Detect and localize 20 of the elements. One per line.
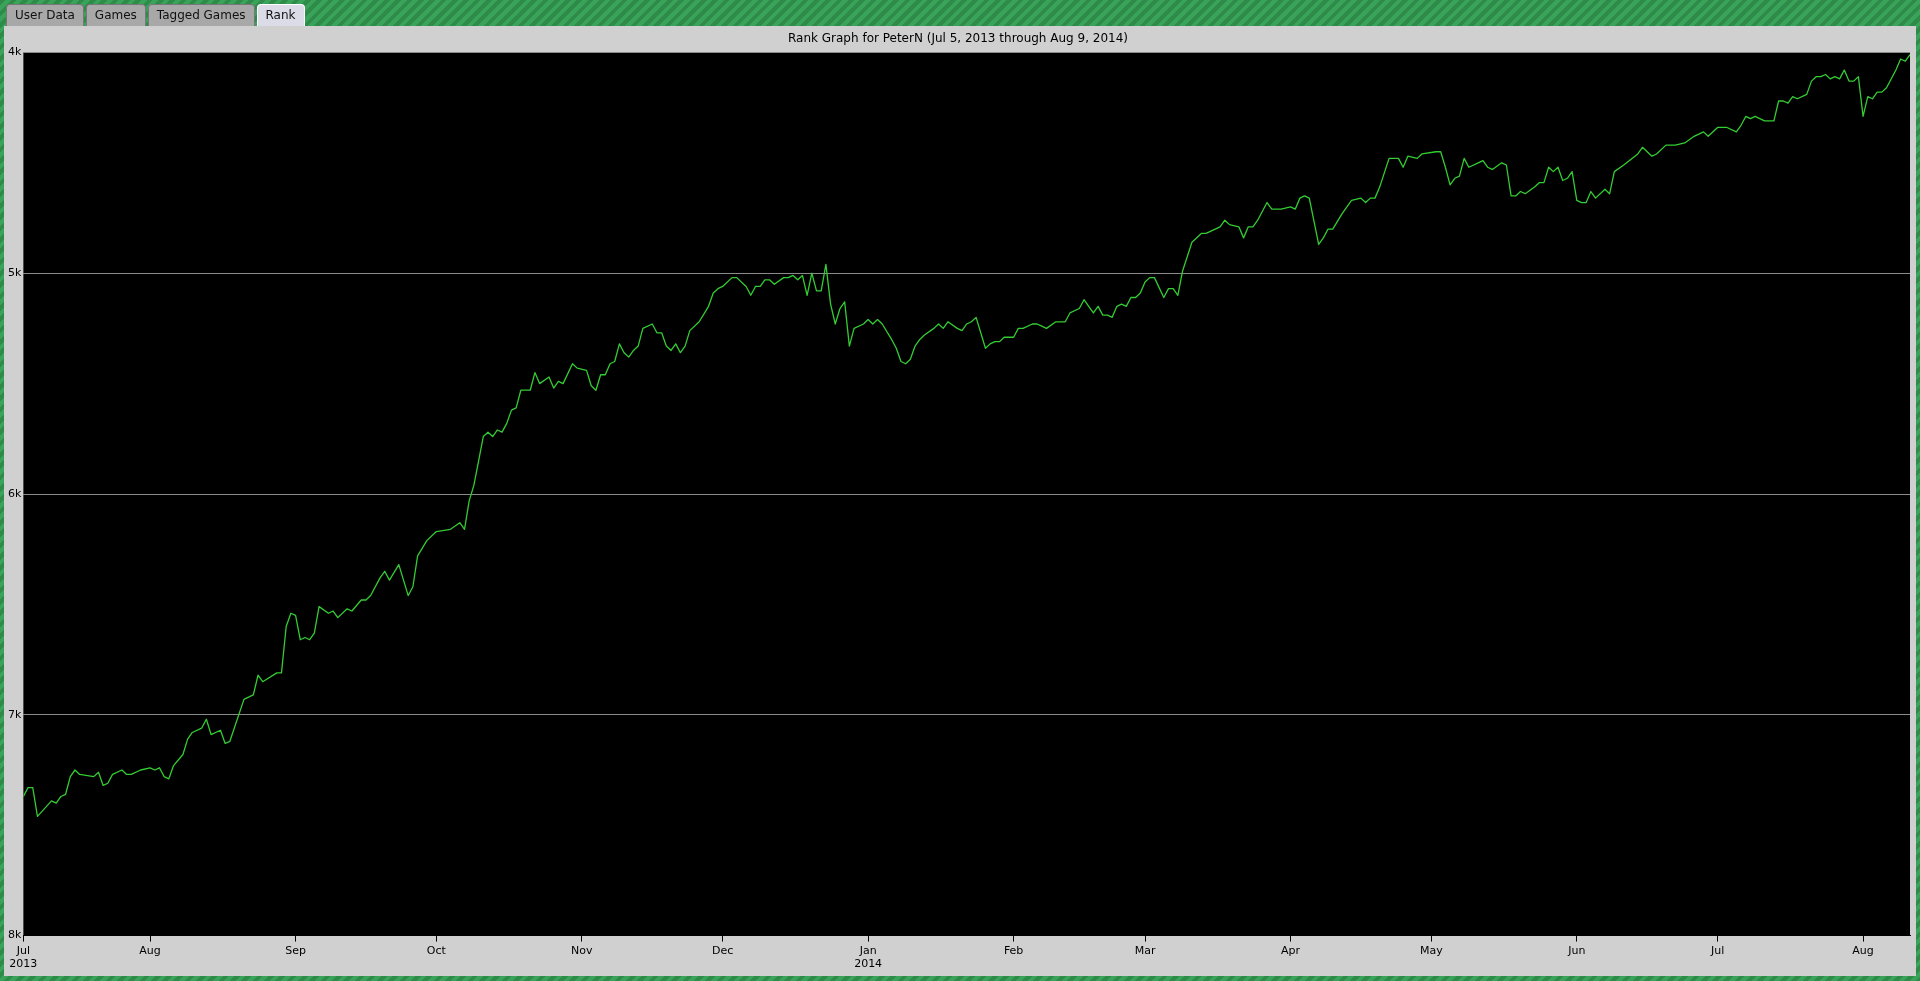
x-tick-label: Apr (1280, 944, 1301, 958)
y-tick-label: 5k (7, 266, 22, 280)
chart-title: Rank Graph for PeterN (Jul 5, 2013 through Aug 9, 2014) (787, 31, 1129, 46)
x-tick-label: Jul 2013 (9, 944, 38, 971)
x-tick-label: Jun (1567, 944, 1586, 958)
y-tick-label: 8k (7, 928, 22, 942)
x-tick-label: Sep (285, 944, 306, 958)
y-tick-label: 7k (7, 707, 22, 721)
x-tick-label: Jan 2014 (854, 944, 883, 971)
x-tick-label: Oct (426, 944, 447, 958)
x-tick-label: Feb (1003, 944, 1024, 958)
x-tick-label: Dec (711, 944, 734, 958)
x-tick-label: Jul (1709, 944, 1725, 958)
x-tick-label: May (1419, 944, 1444, 958)
x-tick-label: Mar (1134, 944, 1156, 958)
x-tick-label: Aug (139, 944, 161, 958)
x-tick-label: Aug (1852, 944, 1874, 958)
x-tick-label: Nov (571, 944, 594, 958)
y-tick-label: 4k (7, 45, 22, 59)
y-tick-label: 6k (7, 486, 22, 500)
